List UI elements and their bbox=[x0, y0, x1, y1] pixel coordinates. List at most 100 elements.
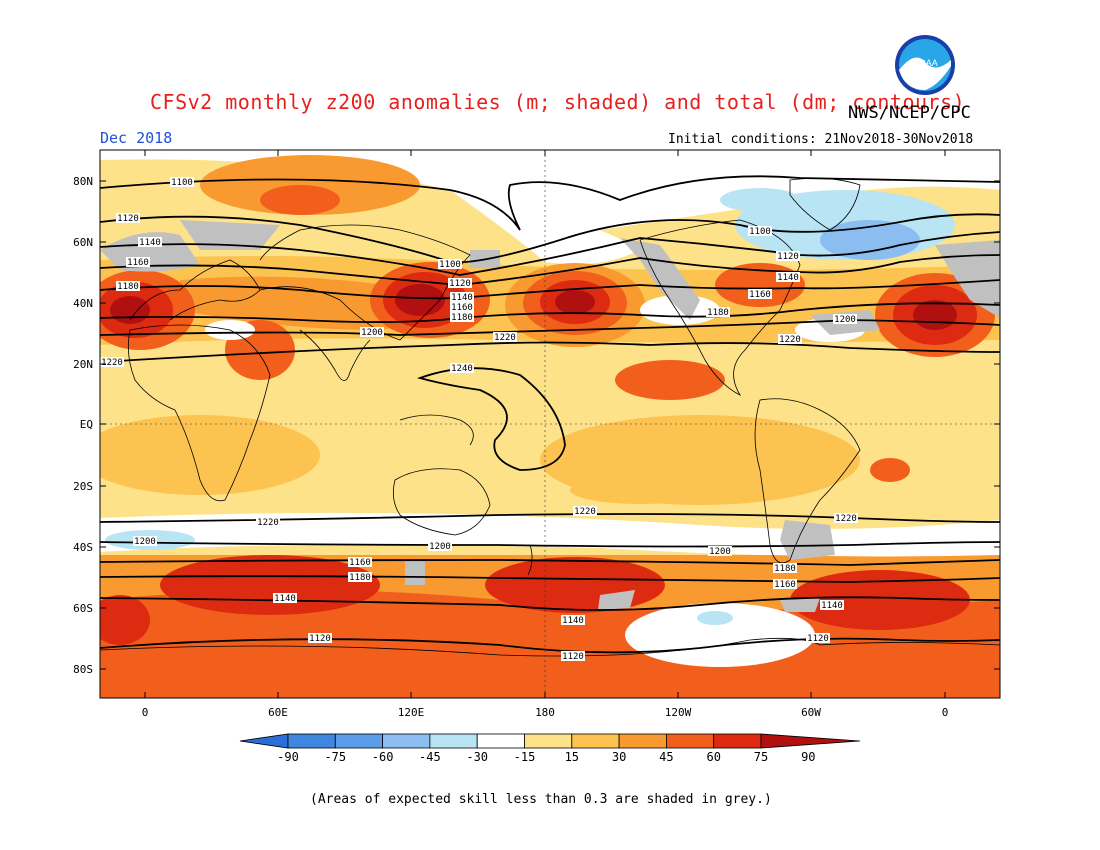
contour-label: 1140 bbox=[562, 616, 584, 626]
contour-label-bg bbox=[708, 546, 732, 556]
colorbar-label: 45 bbox=[659, 750, 673, 764]
colorbar-segment bbox=[571, 733, 620, 749]
contour-label: 1120 bbox=[309, 634, 331, 644]
lat-label: 60N bbox=[73, 236, 93, 249]
contour-label: 1200 bbox=[429, 542, 451, 552]
contour-label-bg bbox=[170, 177, 194, 187]
contour-label-bg bbox=[126, 257, 150, 267]
contour-label-bg bbox=[348, 572, 372, 582]
contour-label-bg bbox=[773, 579, 797, 589]
contour-label-bg bbox=[116, 213, 140, 223]
valid-month-label: Dec 2018 bbox=[100, 129, 173, 147]
contour-label-bg bbox=[450, 302, 474, 312]
contour-label-bg bbox=[776, 272, 800, 282]
contour-label: 1100 bbox=[749, 227, 771, 237]
contour-label-bg bbox=[360, 327, 384, 337]
colorbar-label: -30 bbox=[466, 750, 488, 764]
contour-label-bg bbox=[273, 593, 297, 603]
contour-label: 1120 bbox=[807, 634, 829, 644]
lat-label: 40N bbox=[73, 297, 93, 310]
contour-label: 1180 bbox=[451, 313, 473, 323]
contour-label-bg bbox=[428, 541, 452, 551]
contour-label-bg bbox=[573, 506, 597, 516]
contour-label: 1160 bbox=[349, 558, 371, 568]
contour-label: 1140 bbox=[139, 238, 161, 248]
contour-label-bg bbox=[820, 600, 844, 610]
contour-label-bg bbox=[706, 307, 730, 317]
contour-label-bg bbox=[806, 633, 830, 643]
contour-label: 1200 bbox=[134, 537, 156, 547]
lat-label: 40S bbox=[73, 541, 93, 554]
colorbar-label: -45 bbox=[419, 750, 441, 764]
lat-label: 80S bbox=[73, 663, 93, 676]
contour-label-bg bbox=[256, 517, 280, 527]
contour-label: 1140 bbox=[821, 601, 843, 611]
contour-label: 1120 bbox=[562, 652, 584, 662]
skill-footnote: (Areas of expected skill less than 0.3 a… bbox=[310, 792, 772, 807]
contour-label-bg bbox=[100, 357, 124, 367]
contour-label-group: 1100110011001120112011201140114011401160… bbox=[100, 177, 858, 662]
map-title: CFSv2 monthly z200 anomalies (m; shaded)… bbox=[150, 90, 966, 114]
contour-label-bg bbox=[308, 633, 332, 643]
contour-label-bg bbox=[450, 292, 474, 302]
colorbar-arrow-right bbox=[760, 733, 861, 749]
colorbar-label: 75 bbox=[754, 750, 768, 764]
contour-label-bg bbox=[438, 259, 462, 269]
agency-label: NWS/NCEP/CPC bbox=[848, 103, 971, 123]
noaa-logo: NOAA bbox=[895, 35, 955, 95]
contour-label-bg bbox=[833, 314, 857, 324]
lon-label: 0 bbox=[142, 706, 149, 719]
lat-label: 20S bbox=[73, 480, 93, 493]
contour-label: 1160 bbox=[774, 580, 796, 590]
contour-label: 1200 bbox=[709, 547, 731, 557]
lon-label: 60E bbox=[268, 706, 288, 719]
contour-label: 1180 bbox=[349, 573, 371, 583]
colorbar-segment bbox=[429, 733, 478, 749]
lon-label: 120W bbox=[665, 706, 692, 719]
contour-label: 1180 bbox=[774, 564, 796, 574]
contour-label-bg bbox=[834, 513, 858, 523]
contour-label-bg bbox=[561, 651, 585, 661]
latitude-axis: 80N 60N 40N 20N EQ 20S 40S 60S 80S bbox=[73, 175, 1000, 676]
contour-label: 1200 bbox=[834, 315, 856, 325]
contour-label: 1160 bbox=[749, 290, 771, 300]
contour-label: 1120 bbox=[777, 252, 799, 262]
colorbar-segment bbox=[666, 733, 715, 749]
colorbar: -90 -75 -60 -45 -30 -15 15 30 45 60 75 90 bbox=[239, 733, 861, 764]
contour-label: 1160 bbox=[127, 258, 149, 268]
lon-label: 0 bbox=[942, 706, 949, 719]
contour-label: 1220 bbox=[101, 358, 123, 368]
lon-label: 60W bbox=[801, 706, 821, 719]
colorbar-segment bbox=[618, 733, 667, 749]
contour-label: 1220 bbox=[494, 333, 516, 343]
contour-label-bg bbox=[561, 615, 585, 625]
contour-label-bg bbox=[773, 563, 797, 573]
contour-label: 1180 bbox=[117, 282, 139, 292]
longitude-axis: 0 60E 120E 180 120W 60W 0 bbox=[142, 150, 949, 719]
lat-label: EQ bbox=[80, 418, 93, 431]
contour-label-bg bbox=[450, 312, 474, 322]
colorbar-segment bbox=[287, 733, 336, 749]
colorbar-label: -75 bbox=[324, 750, 346, 764]
contour-label-bg bbox=[778, 334, 802, 344]
contour-label: 1200 bbox=[361, 328, 383, 338]
colorbar-label: 60 bbox=[706, 750, 720, 764]
colorbar-segment bbox=[382, 733, 431, 749]
contour-label-bg bbox=[116, 281, 140, 291]
colorbar-label: 15 bbox=[565, 750, 579, 764]
lon-label: 180 bbox=[535, 706, 555, 719]
contour-label-bg bbox=[133, 536, 157, 546]
contour-label-bg bbox=[450, 363, 474, 373]
contour-label: 1240 bbox=[451, 364, 473, 374]
contour-label: 1140 bbox=[777, 273, 799, 283]
contour-label-bg bbox=[138, 237, 162, 247]
contour-label-bg bbox=[448, 278, 472, 288]
colorbar-label: -90 bbox=[277, 750, 299, 764]
logo-text: NOAA bbox=[912, 58, 938, 68]
contour-label-bg bbox=[348, 557, 372, 567]
colorbar-label: 90 bbox=[801, 750, 815, 764]
initial-conditions-label: Initial conditions: 21Nov2018-30Nov2018 bbox=[668, 132, 974, 147]
colorbar-arrow-left bbox=[239, 733, 289, 749]
colorbar-segment bbox=[713, 733, 762, 749]
